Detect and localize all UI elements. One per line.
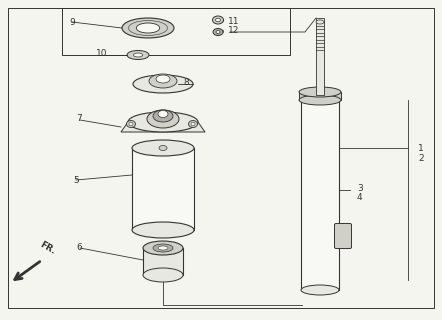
Ellipse shape <box>159 146 167 150</box>
Ellipse shape <box>122 18 174 38</box>
Ellipse shape <box>129 122 133 126</box>
Text: 3: 3 <box>357 183 363 193</box>
Ellipse shape <box>132 140 194 156</box>
Polygon shape <box>121 122 205 132</box>
Text: 5: 5 <box>73 175 79 185</box>
Text: 11: 11 <box>228 17 240 26</box>
Ellipse shape <box>158 246 168 250</box>
Ellipse shape <box>143 241 183 255</box>
Text: 2: 2 <box>418 154 423 163</box>
Ellipse shape <box>156 75 170 83</box>
Ellipse shape <box>132 222 194 238</box>
Text: 12: 12 <box>228 26 240 35</box>
Ellipse shape <box>191 122 195 126</box>
Ellipse shape <box>216 18 221 22</box>
Text: FR.: FR. <box>38 240 57 256</box>
Ellipse shape <box>147 110 179 128</box>
Ellipse shape <box>128 112 198 132</box>
Bar <box>299 92 341 100</box>
Bar <box>316 18 324 95</box>
Ellipse shape <box>153 110 173 122</box>
Ellipse shape <box>127 51 149 60</box>
Ellipse shape <box>143 268 183 282</box>
Text: 6: 6 <box>76 244 82 252</box>
Text: 4: 4 <box>357 193 362 202</box>
Text: 7: 7 <box>76 114 82 123</box>
Ellipse shape <box>126 121 136 127</box>
Ellipse shape <box>301 285 339 295</box>
Ellipse shape <box>213 28 223 36</box>
Ellipse shape <box>153 244 173 252</box>
Ellipse shape <box>301 92 339 102</box>
Ellipse shape <box>149 74 177 88</box>
Ellipse shape <box>158 110 168 117</box>
Ellipse shape <box>136 23 160 33</box>
Ellipse shape <box>216 30 220 34</box>
Text: 10: 10 <box>96 49 107 58</box>
Text: 8: 8 <box>183 77 189 86</box>
Ellipse shape <box>133 53 142 57</box>
Ellipse shape <box>188 121 198 127</box>
FancyBboxPatch shape <box>335 223 351 249</box>
Text: 1: 1 <box>418 143 424 153</box>
Bar <box>143 248 183 275</box>
Ellipse shape <box>316 20 324 24</box>
Bar <box>301 97 339 290</box>
Text: 9: 9 <box>69 18 75 27</box>
Ellipse shape <box>299 87 341 97</box>
Bar <box>62 8 290 55</box>
Ellipse shape <box>213 16 224 24</box>
Bar <box>132 148 194 230</box>
Ellipse shape <box>133 75 193 93</box>
Ellipse shape <box>299 95 341 105</box>
